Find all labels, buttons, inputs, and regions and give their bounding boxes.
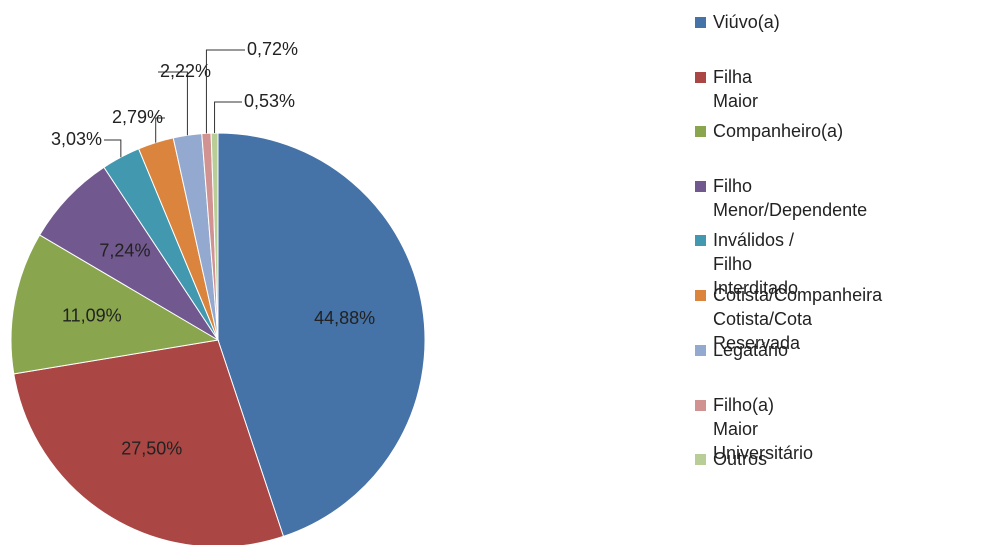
legend-item: Cotista/Companheira Cotista/Cota Reserva…: [695, 283, 882, 355]
pie-slice: [210, 132, 219, 341]
legend-label: Filho Menor/Dependente: [713, 176, 868, 220]
leader-line: [158, 71, 188, 136]
data-label: 2,22%: [160, 61, 211, 81]
pie-slice: [13, 339, 285, 545]
data-label: 7,24%: [99, 240, 150, 260]
legend-item: Viúvo(a): [695, 10, 780, 34]
data-label: 3,03%: [51, 129, 102, 149]
legend-item: Filha Maior: [695, 65, 758, 113]
pie-slice: [217, 132, 426, 538]
legend-item: Filho Menor/Dependente: [695, 174, 867, 222]
legend-item: Companheiro(a): [695, 119, 843, 143]
legend-swatch: [695, 345, 706, 356]
data-label: 44,88%: [314, 308, 375, 328]
legend-item: Inválidos / Filho Interditado: [695, 228, 798, 300]
chart: 44,88% 27,50% 11,09% 7,24% 3,03% 2,79% 2,22% 0,…: [10, 39, 426, 545]
legend-swatch: [695, 17, 706, 28]
legend-swatch: [695, 126, 706, 137]
leader-line: [214, 101, 242, 134]
legend-item: Outros: [695, 447, 767, 471]
legend-item: Filho(a) Maior Universitário: [695, 393, 813, 465]
legend-swatch: [695, 72, 706, 83]
data-label: 11,09%: [62, 305, 122, 325]
legend-label: Inválidos / Filho Interditado: [713, 230, 799, 298]
legend-item: Legatário: [695, 338, 788, 362]
legend-label: Outros: [713, 449, 768, 469]
leader-line: [155, 117, 165, 143]
data-label: 0,72%: [247, 39, 298, 59]
data-label: 27,50%: [121, 439, 182, 459]
legend-swatch: [695, 454, 706, 465]
legend-label: Companheiro(a): [713, 121, 844, 141]
legend-swatch: [695, 400, 706, 411]
legend-label: Filho(a) Maior Universitário: [713, 395, 814, 463]
data-label: 0,53%: [244, 91, 295, 111]
legend-label: Cotista/Companheira Cotista/Cota Reserva…: [713, 285, 883, 353]
legend-label: Filha Maior: [713, 67, 759, 111]
legend-swatch: [695, 181, 706, 192]
legend-label: Legatário: [713, 340, 789, 360]
leader-line: [205, 49, 245, 134]
leader-line: [104, 139, 122, 158]
data-label: 2,79%: [112, 107, 163, 127]
pie-slice: [10, 234, 220, 375]
legend-label: Viúvo(a): [713, 12, 780, 32]
legend-swatch: [695, 290, 706, 301]
legend-swatch: [695, 235, 706, 246]
